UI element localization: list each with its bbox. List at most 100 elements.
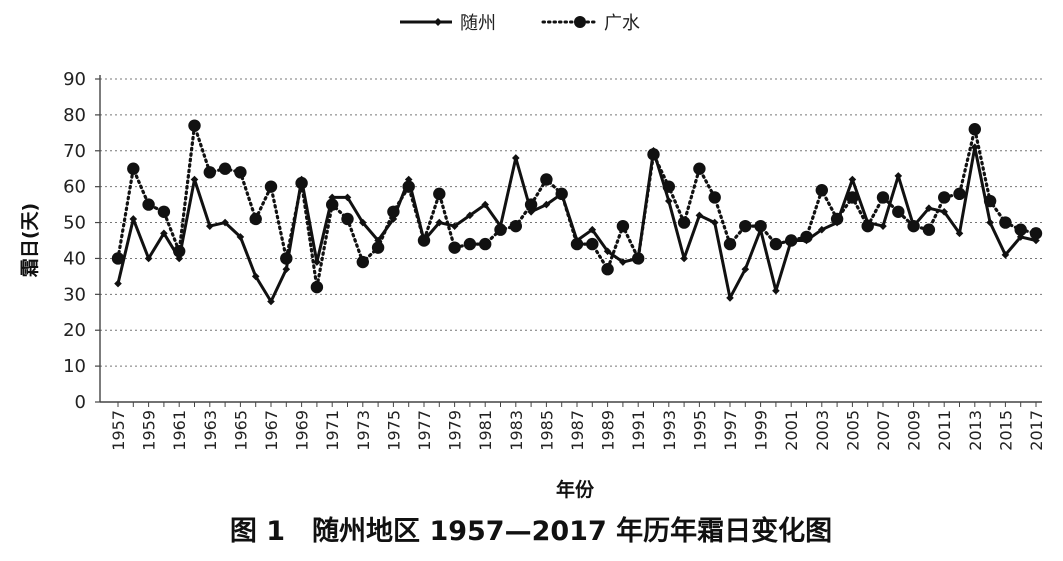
point-guangshui-2004 — [830, 212, 844, 226]
series-points — [111, 119, 1043, 306]
point-suizhou-2003 — [818, 225, 826, 234]
point-guangshui-1989 — [601, 263, 614, 276]
point-suizhou-1978 — [435, 218, 444, 227]
point-guangshui-2001 — [785, 234, 798, 247]
x-tick-1969: 1969 — [293, 410, 312, 451]
point-guangshui-1960 — [157, 205, 171, 218]
x-tick-1977: 1977 — [415, 410, 434, 451]
point-guangshui-1965 — [234, 166, 247, 179]
point-guangshui-2009 — [907, 219, 920, 233]
y-tick-30: 30 — [63, 284, 86, 305]
x-tick-1997: 1997 — [721, 410, 740, 451]
point-suizhou-1981 — [481, 200, 489, 209]
point-guangshui-1998 — [739, 219, 752, 233]
point-guangshui-1969 — [295, 176, 308, 190]
point-guangshui-2005 — [846, 191, 859, 204]
y-tick-90: 90 — [63, 69, 86, 90]
point-suizhou-1972 — [343, 193, 352, 202]
point-guangshui-2011 — [938, 191, 951, 204]
point-guangshui-1961 — [173, 245, 186, 258]
point-guangshui-1980 — [463, 237, 477, 251]
point-guangshui-1982 — [494, 223, 507, 236]
point-guangshui-1992 — [647, 148, 660, 161]
point-suizhou-1965 — [236, 233, 245, 241]
point-suizhou-1996 — [710, 218, 719, 227]
point-suizhou-2007 — [879, 222, 887, 230]
point-guangshui-1972 — [341, 212, 354, 226]
point-suizhou-1966 — [251, 272, 260, 281]
x-tick-2001: 2001 — [782, 410, 801, 451]
point-suizhou-1998 — [741, 265, 750, 274]
x-tick-2011: 2011 — [935, 410, 954, 451]
x-tick-1993: 1993 — [660, 410, 679, 451]
point-guangshui-1962 — [188, 119, 201, 132]
point-guangshui-2002 — [800, 230, 813, 244]
x-tick-1995: 1995 — [690, 410, 709, 451]
point-suizhou-1964 — [221, 218, 229, 227]
point-guangshui-1981 — [479, 237, 492, 251]
chart-title: 图 1 随州地区 1957—2017 年历年霜日变化图 — [230, 515, 832, 547]
point-suizhou-2005 — [848, 175, 857, 184]
point-suizhou-1968 — [282, 265, 291, 274]
point-guangshui-1966 — [249, 212, 262, 226]
point-suizhou-1957 — [114, 279, 122, 288]
x-axis-label: 年份 — [556, 478, 595, 501]
x-tick-1975: 1975 — [384, 410, 403, 451]
point-guangshui-1991 — [632, 252, 645, 265]
y-tick-0: 0 — [75, 392, 86, 413]
point-suizhou-1990 — [619, 258, 627, 266]
point-guangshui-1990 — [616, 219, 630, 233]
point-suizhou-1997 — [726, 294, 734, 302]
point-guangshui-1974 — [371, 241, 385, 254]
point-guangshui-1970 — [310, 280, 324, 294]
point-suizhou-1994 — [680, 254, 688, 263]
point-guangshui-1978 — [433, 187, 446, 201]
point-suizhou-1971 — [328, 193, 336, 202]
point-guangshui-1979 — [448, 241, 461, 254]
point-guangshui-2003 — [815, 184, 828, 197]
x-tick-1967: 1967 — [262, 410, 281, 451]
point-guangshui-2000 — [769, 237, 783, 251]
point-guangshui-1977 — [417, 234, 431, 247]
point-guangshui-2014 — [983, 194, 997, 208]
point-guangshui-1983 — [509, 219, 522, 233]
point-guangshui-1997 — [723, 237, 737, 251]
point-guangshui-2007 — [876, 191, 890, 204]
point-suizhou-1959 — [144, 254, 153, 263]
y-tick-10: 10 — [63, 356, 86, 377]
axes — [95, 75, 1042, 407]
point-guangshui-1973 — [356, 255, 369, 269]
x-tick-1985: 1985 — [537, 410, 556, 451]
y-tick-40: 40 — [63, 248, 86, 269]
x-tick-1971: 1971 — [323, 410, 342, 451]
x-tick-1973: 1973 — [354, 410, 373, 451]
point-guangshui-1999 — [754, 219, 767, 233]
point-suizhou-1979 — [450, 222, 459, 230]
point-guangshui-1986 — [555, 187, 568, 201]
legend-marker-guangshui — [574, 16, 586, 28]
x-tick-2009: 2009 — [905, 410, 924, 451]
x-tick-1991: 1991 — [629, 410, 648, 451]
x-tick-1989: 1989 — [599, 410, 618, 451]
y-tick-80: 80 — [63, 105, 86, 126]
point-suizhou-2011 — [940, 207, 948, 216]
x-tick-1979: 1979 — [446, 410, 465, 451]
x-tick-1957: 1957 — [109, 410, 128, 451]
point-suizhou-1963 — [206, 222, 214, 230]
point-guangshui-1958 — [127, 162, 140, 175]
y-tick-50: 50 — [63, 213, 86, 234]
point-suizhou-2000 — [772, 286, 780, 295]
point-guangshui-2012 — [953, 187, 966, 201]
point-suizhou-1973 — [359, 218, 367, 227]
point-suizhou-1988 — [588, 225, 597, 234]
x-tick-1961: 1961 — [170, 410, 189, 451]
y-tick-70: 70 — [63, 141, 86, 162]
x-tick-1963: 1963 — [201, 410, 220, 451]
point-suizhou-1983 — [512, 154, 520, 162]
point-suizhou-1980 — [466, 211, 474, 220]
legend-label-1: 广水 — [604, 13, 640, 34]
point-guangshui-1975 — [387, 205, 400, 218]
legend-marker-suizhou — [434, 18, 442, 26]
point-suizhou-1961 — [175, 254, 183, 263]
